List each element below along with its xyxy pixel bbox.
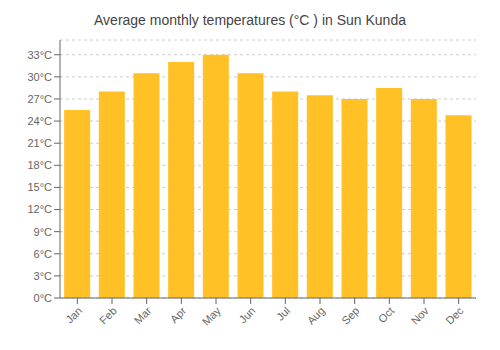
svg-text:Apr: Apr	[168, 304, 189, 325]
svg-text:6°C: 6°C	[34, 248, 53, 260]
html-text:Average monthly temperatures (: Average monthly temperatures (°C ) in Su…	[94, 12, 406, 28]
svg-text:3°C: 3°C	[34, 270, 53, 282]
svg-text:30°C: 30°C	[27, 71, 52, 83]
svg-text:9°C: 9°C	[34, 226, 53, 238]
svg-text:Mar: Mar	[132, 304, 154, 326]
svg-text:15°C: 15°C	[27, 181, 52, 193]
svg-text:Oct: Oct	[376, 304, 397, 325]
svg-text:Jul: Jul	[274, 304, 292, 322]
svg-text:33°C: 33°C	[27, 49, 52, 61]
svg-text:18°C: 18°C	[27, 159, 52, 171]
svg-text:Sep: Sep	[339, 304, 361, 326]
svg-text:May: May	[200, 304, 224, 328]
svg-text:Aug: Aug	[305, 304, 327, 326]
svg-text:Dec: Dec	[443, 304, 466, 327]
svg-text:24°C: 24°C	[27, 115, 52, 127]
svg-text:Jan: Jan	[63, 304, 84, 325]
svg-text:Nov: Nov	[409, 304, 432, 327]
svg-text:Feb: Feb	[97, 304, 119, 326]
svg-text:27°C: 27°C	[27, 93, 52, 105]
svg-text:21°C: 21°C	[27, 137, 52, 149]
svg-text:12°C: 12°C	[27, 203, 52, 215]
svg-text:Jun: Jun	[237, 304, 258, 325]
svg-text:0°C: 0°C	[34, 292, 53, 304]
